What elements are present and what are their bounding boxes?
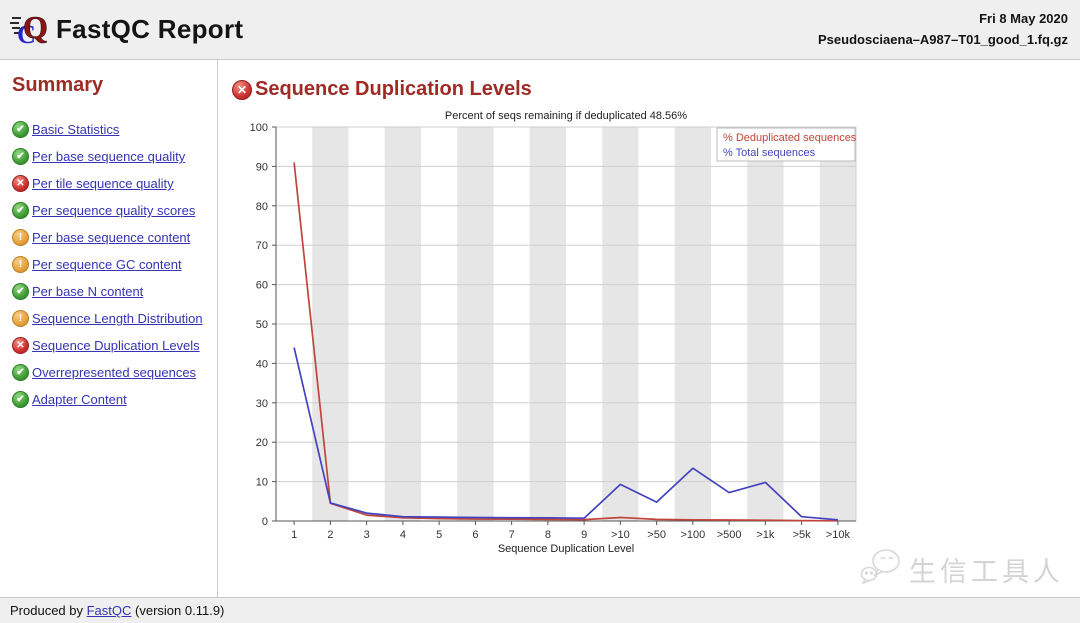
svg-text:1: 1 bbox=[291, 529, 297, 541]
svg-text:10: 10 bbox=[256, 477, 268, 489]
pass-status-icon: ✔ bbox=[12, 391, 29, 408]
sidebar-item-sequence-duplication-levels[interactable]: ✕ Sequence Duplication Levels bbox=[12, 337, 217, 354]
svg-text:4: 4 bbox=[400, 529, 406, 541]
section-title-text: Sequence Duplication Levels bbox=[255, 78, 532, 100]
sidebar-item-sequence-length-distribution[interactable]: ! Sequence Length Distribution bbox=[12, 310, 217, 327]
svg-text:40: 40 bbox=[256, 358, 268, 370]
warn-status-icon: ! bbox=[12, 229, 29, 246]
sidebar-link-sequence-length-distribution[interactable]: Sequence Length Distribution bbox=[32, 311, 203, 326]
sidebar-link-per-base-n-content[interactable]: Per base N content bbox=[32, 284, 144, 299]
svg-text:80: 80 bbox=[256, 201, 268, 213]
svg-text:60: 60 bbox=[256, 280, 268, 292]
fastqc-logo-icon: C Q bbox=[10, 5, 56, 54]
page-title: FastQC Report bbox=[56, 14, 244, 44]
section-title: ✕ Sequence Duplication Levels bbox=[232, 78, 1080, 101]
svg-text:% Total sequences: % Total sequences bbox=[723, 147, 816, 159]
svg-text:9: 9 bbox=[581, 529, 587, 541]
pass-status-icon: ✔ bbox=[12, 283, 29, 300]
report-header: C Q FastQC Report Fri 8 May 2020 Pseudos… bbox=[0, 0, 1080, 60]
summary-sidebar: Summary ✔ Basic Statistics ✔ Per base seque… bbox=[0, 60, 218, 597]
report-date: Fri 8 May 2020 bbox=[979, 11, 1068, 27]
svg-text:Percent of seqs remaining if d: Percent of seqs remaining if deduplicate… bbox=[445, 110, 687, 122]
sidebar-link-overrepresented-sequences[interactable]: Overrepresented sequences bbox=[32, 365, 197, 380]
duplication-levels-chart: 0 10 20 30 40 50 60 70 80 90 100 1 2 3 4 5 6 7 8 9 >10 >50 >10… bbox=[250, 110, 857, 555]
summary-list: ✔ Basic Statistics ✔ Per base sequence qual… bbox=[12, 121, 217, 408]
svg-text:7: 7 bbox=[509, 529, 515, 541]
svg-text:50: 50 bbox=[256, 319, 268, 331]
footer-text-prefix: Produced by bbox=[10, 603, 87, 618]
warn-status-icon: ! bbox=[12, 256, 29, 273]
sidebar-link-per-sequence-gc-content[interactable]: Per sequence GC content bbox=[32, 257, 182, 272]
svg-text:30: 30 bbox=[256, 398, 268, 410]
report-filename: Pseudosciaena–A987–T01_good_1.fq.gz bbox=[818, 31, 1068, 47]
pass-status-icon: ✔ bbox=[12, 364, 29, 381]
sidebar-link-per-base-sequence-quality[interactable]: Per base sequence quality bbox=[32, 149, 186, 164]
footer-text-suffix: (version 0.11.9) bbox=[131, 603, 225, 618]
svg-text:90: 90 bbox=[256, 161, 268, 173]
svg-text:3: 3 bbox=[364, 529, 370, 541]
svg-text:100: 100 bbox=[250, 122, 268, 134]
svg-text:>10: >10 bbox=[611, 529, 630, 541]
svg-text:20: 20 bbox=[256, 437, 268, 449]
watermark-text: 生信工具人 bbox=[909, 557, 1064, 587]
report-footer: Produced by FastQC (version 0.11.9) bbox=[0, 597, 1080, 623]
fail-status-icon: ✕ bbox=[232, 79, 252, 100]
svg-text:>5k: >5k bbox=[793, 529, 812, 541]
sidebar-item-per-tile-sequence-quality[interactable]: ✕ Per tile sequence quality bbox=[12, 175, 217, 192]
svg-text:>1k: >1k bbox=[756, 529, 775, 541]
svg-text:>100: >100 bbox=[680, 529, 705, 541]
sidebar-link-basic-statistics[interactable]: Basic Statistics bbox=[32, 122, 120, 137]
svg-text:5: 5 bbox=[436, 529, 442, 541]
sidebar-item-per-base-sequence-content[interactable]: ! Per base sequence content bbox=[12, 229, 217, 246]
svg-text:>50: >50 bbox=[647, 529, 666, 541]
fail-status-icon: ✕ bbox=[12, 337, 29, 354]
sidebar-item-per-base-sequence-quality[interactable]: ✔ Per base sequence quality bbox=[12, 148, 217, 165]
sidebar-item-overrepresented-sequences[interactable]: ✔ Overrepresented sequences bbox=[12, 364, 217, 381]
sidebar-item-per-sequence-gc-content[interactable]: ! Per sequence GC content bbox=[12, 256, 217, 273]
svg-text:>500: >500 bbox=[717, 529, 742, 541]
wechat-icon bbox=[860, 548, 902, 591]
watermark: 生信工具人 bbox=[860, 548, 1064, 591]
svg-text:6: 6 bbox=[472, 529, 478, 541]
svg-text:0: 0 bbox=[262, 516, 268, 528]
fastqc-link[interactable]: FastQC bbox=[86, 603, 132, 618]
pass-status-icon: ✔ bbox=[12, 148, 29, 165]
warn-status-icon: ! bbox=[12, 310, 29, 327]
sidebar-link-per-tile-sequence-quality[interactable]: Per tile sequence quality bbox=[32, 176, 174, 191]
svg-text:>10k: >10k bbox=[826, 529, 851, 541]
summary-heading: Summary bbox=[12, 74, 104, 96]
sidebar-link-adapter-content[interactable]: Adapter Content bbox=[32, 392, 127, 407]
pass-status-icon: ✔ bbox=[12, 202, 29, 219]
sidebar-link-sequence-duplication-levels[interactable]: Sequence Duplication Levels bbox=[32, 338, 200, 353]
sidebar-link-per-sequence-quality-scores[interactable]: Per sequence quality scores bbox=[32, 203, 196, 218]
pass-status-icon: ✔ bbox=[12, 121, 29, 138]
sidebar-item-adapter-content[interactable]: ✔ Adapter Content bbox=[12, 391, 217, 408]
svg-text:70: 70 bbox=[256, 240, 268, 252]
svg-text:2: 2 bbox=[327, 529, 333, 541]
sidebar-item-basic-statistics[interactable]: ✔ Basic Statistics bbox=[12, 121, 217, 138]
svg-text:Sequence Duplication Level: Sequence Duplication Level bbox=[498, 543, 634, 555]
svg-text:C: C bbox=[17, 20, 36, 49]
sidebar-link-per-base-sequence-content[interactable]: Per base sequence content bbox=[32, 230, 191, 245]
svg-text:% Deduplicated sequences: % Deduplicated sequences bbox=[723, 132, 857, 144]
sidebar-item-per-base-n-content[interactable]: ✔ Per base N content bbox=[12, 283, 217, 300]
main-content: ✕ Sequence Duplication Levels 0 10 20 30 40 5… bbox=[218, 60, 1080, 597]
svg-text:8: 8 bbox=[545, 529, 551, 541]
sidebar-item-per-sequence-quality-scores[interactable]: ✔ Per sequence quality scores bbox=[12, 202, 217, 219]
svg-text:Q: Q bbox=[23, 9, 48, 45]
fail-status-icon: ✕ bbox=[12, 175, 29, 192]
